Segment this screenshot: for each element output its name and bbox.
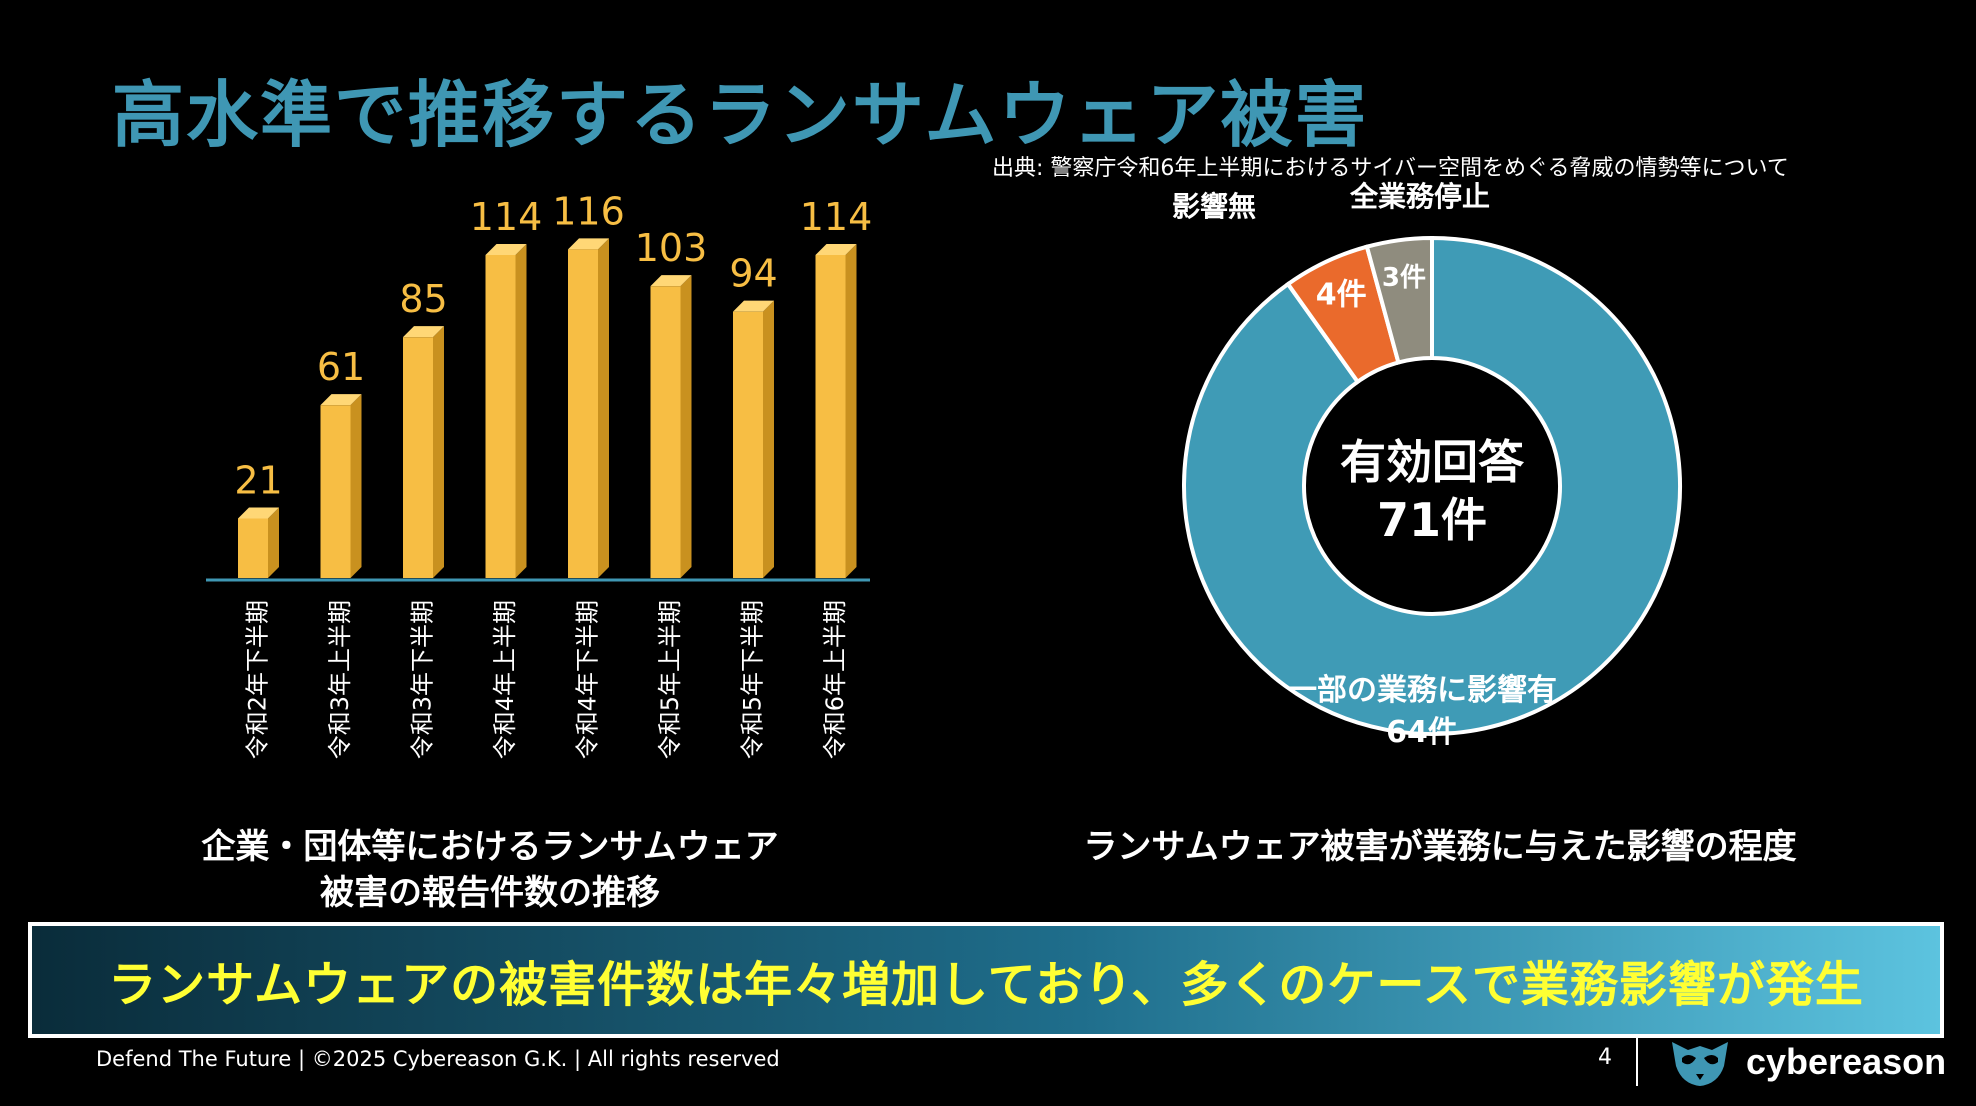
bar-front <box>733 311 763 578</box>
bar-top <box>650 275 692 287</box>
donut-center-label: 有効回答 <box>1340 435 1525 489</box>
source-note: 出典: 警察庁令和6年上半期におけるサイバー空間をめぐる脅威の情勢等について <box>992 156 1789 181</box>
bar-front <box>403 337 433 578</box>
slice-value-label: 64件 <box>1386 715 1458 750</box>
bar <box>403 326 444 578</box>
bar-side <box>763 300 774 578</box>
x-tick-label: 令和2年下半期 <box>244 600 272 759</box>
bar-front <box>815 255 846 578</box>
bar <box>650 275 692 578</box>
bar-value-label: 85 <box>399 277 447 321</box>
bar-side <box>515 244 527 578</box>
bar-front <box>320 405 351 578</box>
slice-name-label: 影響無 <box>1172 190 1256 223</box>
bar-front <box>568 249 598 578</box>
footer-divider <box>1636 1036 1638 1086</box>
bar-top <box>320 394 362 406</box>
bar-value-label: 21 <box>234 459 282 503</box>
bar-side <box>845 244 857 578</box>
slice-value-label: 3件 <box>1382 263 1426 293</box>
bar-top <box>568 238 609 250</box>
bar <box>733 300 774 578</box>
bar <box>568 238 609 578</box>
bar <box>238 507 279 578</box>
bar <box>320 394 362 578</box>
donut-center-count: 71件 <box>1377 493 1487 547</box>
footer-copyright: Defend The Future | ©2025 Cybereason G.K… <box>96 1047 780 1071</box>
page-number: 4 <box>1598 1045 1612 1070</box>
bar-chart-caption-line2: 被害の報告件数の推移 <box>320 873 660 913</box>
x-tick-label: 令和3年下半期 <box>409 600 437 759</box>
bar-top <box>733 300 774 312</box>
owl-logo-icon <box>1672 1042 1728 1086</box>
slide-title: 高水準で推移するランサムウェア被害 <box>112 73 1369 157</box>
slice-name-label: 一部の業務に影響有 <box>1287 673 1557 708</box>
slice-name-label: 全業務停止 <box>1349 180 1490 213</box>
bar-chart-caption: 企業・団体等におけるランサムウェア 被害の報告件数の推移 <box>130 824 850 916</box>
bar-top <box>485 244 527 255</box>
bar-value-label: 103 <box>635 226 708 270</box>
donut-slice <box>1364 235 1434 365</box>
bar-top <box>815 244 857 255</box>
brand-logo: cybereason <box>1668 1034 1946 1090</box>
bar-front <box>650 286 681 578</box>
x-tick-label: 令和3年上半期 <box>326 600 354 759</box>
donut-slice <box>1182 235 1682 736</box>
bar-front <box>238 518 268 578</box>
bar-side <box>433 326 444 578</box>
key-message-text: ランサムウェアの被害件数は年々増加しており、多くのケースで業務影響が発生 <box>108 957 1864 1013</box>
bar <box>815 244 857 578</box>
bar-top <box>238 507 279 519</box>
slice-value-label: 4件 <box>1316 277 1367 312</box>
key-message-banner: ランサムウェアの被害件数は年々増加しており、多くのケースで業務影響が発生 <box>28 922 1944 1038</box>
bar <box>485 244 527 578</box>
bar-side <box>680 275 692 578</box>
bar-chart: 21 令和2年下半期 61 令和3年上半期 85 令和3年下半期 114 令和4年上半期 116… <box>206 189 873 759</box>
x-tick-label: 令和4年上半期 <box>491 600 519 759</box>
bar-value-label: 116 <box>552 189 625 233</box>
bar-front <box>485 255 516 578</box>
bar-value-label: 114 <box>470 195 543 239</box>
bar-value-label: 114 <box>800 195 873 239</box>
bar-side <box>268 507 279 578</box>
x-tick-label: 令和5年上半期 <box>656 600 684 759</box>
bar-value-label: 61 <box>317 345 365 389</box>
bar-top <box>403 326 444 338</box>
x-tick-label: 令和6年上半期 <box>821 600 849 759</box>
x-tick-label: 令和5年下半期 <box>739 600 767 759</box>
donut-chart-caption: ランサムウェア被害が業務に与えた影響の程度 <box>1083 827 1797 867</box>
bar-chart-caption-line1: 企業・団体等におけるランサムウェア <box>201 827 779 867</box>
logo-wordmark: cybereason <box>1746 1041 1947 1082</box>
bar-value-label: 94 <box>729 252 777 296</box>
bar-side <box>350 394 362 578</box>
x-tick-label: 令和4年下半期 <box>574 600 602 759</box>
bar-side <box>598 238 609 578</box>
